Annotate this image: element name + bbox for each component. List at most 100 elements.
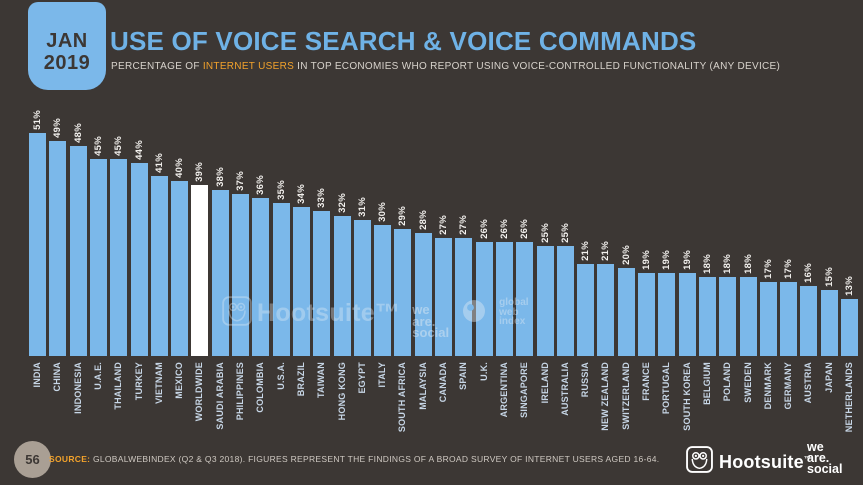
page-title: USE OF VOICE SEARCH & VOICE COMMANDS xyxy=(110,26,697,56)
was-line: are. xyxy=(807,451,830,465)
bar-value-label: 36% xyxy=(255,175,266,195)
bar-egypt xyxy=(354,220,371,356)
date-badge-year: 2019 xyxy=(43,52,91,74)
subtitle-suffix: IN TOP ECONOMIES WHO REPORT USING VOICE-… xyxy=(294,61,781,72)
date-badge-month: JAN xyxy=(46,30,88,52)
bar-taiwan xyxy=(313,211,330,356)
bar-value-label: 13% xyxy=(844,276,855,296)
bar-value-label: 31% xyxy=(357,197,368,217)
subtitle-prefix: PERCENTAGE OF xyxy=(111,61,203,72)
category-label: HONG KONG xyxy=(337,362,347,421)
bar-value-label: 51% xyxy=(32,110,43,130)
bar-value-label: 15% xyxy=(824,267,835,287)
category-label: MEXICO xyxy=(174,362,184,399)
category-label: AUSTRALIA xyxy=(560,362,570,416)
bar-portugal xyxy=(658,273,675,356)
category-label: INDIA xyxy=(32,362,42,388)
bar-value-label: 18% xyxy=(743,254,754,274)
bar-malaysia xyxy=(415,233,432,356)
category-label: SAUDI ARABIA xyxy=(215,362,225,430)
category-label: ITALY xyxy=(377,362,387,388)
category-label: BRAZIL xyxy=(296,362,306,397)
category-label: WORLDWIDE xyxy=(194,362,204,422)
page-number-badge: 56 xyxy=(14,441,51,478)
bar-value-label: 38% xyxy=(215,167,226,187)
bar-value-label: 18% xyxy=(722,254,733,274)
category-label: AUSTRIA xyxy=(803,362,813,404)
bar-value-label: 28% xyxy=(418,210,429,230)
category-label: EGYPT xyxy=(357,362,367,394)
bar-value-label: 21% xyxy=(600,241,611,261)
category-label: POLAND xyxy=(722,362,732,402)
hootsuite-label: Hootsuite xyxy=(719,451,804,472)
hootsuite-owl-icon xyxy=(686,446,713,478)
bar-value-label: 17% xyxy=(783,259,794,279)
bar-philippines xyxy=(232,194,249,356)
bar-value-label: 25% xyxy=(540,223,551,243)
bar-canada xyxy=(435,238,452,356)
bar-value-label: 19% xyxy=(641,250,652,270)
bar-value-label: 41% xyxy=(154,153,165,173)
bar-value-label: 19% xyxy=(682,250,693,270)
category-label: U.A.E. xyxy=(93,362,103,390)
category-label: COLOMBIA xyxy=(255,362,265,413)
bar-value-label: 26% xyxy=(479,219,490,239)
category-label: U.K. xyxy=(479,362,489,381)
page-subtitle: PERCENTAGE OF INTERNET USERS IN TOP ECON… xyxy=(111,61,780,72)
category-label: U.S.A. xyxy=(276,362,286,390)
bar-value-label: 39% xyxy=(194,162,205,182)
bar-value-label: 25% xyxy=(560,223,571,243)
was-line: social xyxy=(807,462,843,476)
bar-south-korea xyxy=(679,273,696,356)
bar-value-label: 40% xyxy=(174,158,185,178)
we-are-social-logo: we are. social xyxy=(807,441,843,476)
bar-singapore xyxy=(516,242,533,356)
bar-value-label: 45% xyxy=(93,136,104,156)
category-label: FRANCE xyxy=(641,362,651,401)
bar-value-label: 26% xyxy=(519,219,530,239)
page-number: 56 xyxy=(25,452,40,467)
bar-colombia xyxy=(252,198,269,356)
bar-value-label: 27% xyxy=(438,215,449,235)
category-label: SINGAPORE xyxy=(519,362,529,418)
bar-value-label: 48% xyxy=(73,123,84,143)
bar-value-label: 33% xyxy=(316,188,327,208)
bar-value-label: 44% xyxy=(134,140,145,160)
bar-value-label: 49% xyxy=(52,118,63,138)
bar-saudi-arabia xyxy=(212,190,229,356)
bar-indonesia xyxy=(70,146,87,356)
hootsuite-wordmark: Hootsuite™ xyxy=(719,452,811,473)
bar-value-label: 29% xyxy=(397,206,408,226)
category-label: INDONESIA xyxy=(73,362,83,414)
bar-argentina xyxy=(496,242,513,356)
bar-spain xyxy=(455,238,472,356)
bar-turkey xyxy=(131,163,148,356)
bar-worldwide xyxy=(191,185,208,356)
source-note: SOURCE: GLOBALWEBINDEX (Q2 & Q3 2018). F… xyxy=(49,454,659,464)
hootsuite-logo: Hootsuite™ xyxy=(686,446,811,478)
bar-value-label: 17% xyxy=(763,259,774,279)
category-label: SOUTH KOREA xyxy=(682,362,692,431)
category-label: TAIWAN xyxy=(316,362,326,399)
bar-japan xyxy=(821,290,838,356)
bar-vietnam xyxy=(151,176,168,356)
category-label: NEW ZEALAND xyxy=(600,362,610,431)
bar-u-a-e- xyxy=(90,159,107,356)
category-label: SWITZERLAND xyxy=(621,362,631,430)
category-label: CHINA xyxy=(52,362,62,392)
bar-south-africa xyxy=(394,229,411,356)
category-label: THAILAND xyxy=(113,362,123,410)
bar-value-label: 21% xyxy=(580,241,591,261)
category-axis: INDIA CHINA INDONESIA U.A.E. THAILAND TURKEY V… xyxy=(29,362,862,440)
bar-germany xyxy=(780,282,797,356)
bar-hong-kong xyxy=(334,216,351,356)
bar-austria xyxy=(800,286,817,356)
subtitle-highlight: INTERNET USERS xyxy=(202,61,295,72)
bar-value-label: 45% xyxy=(113,136,124,156)
bar-brazil xyxy=(293,207,310,356)
bar-ireland xyxy=(537,246,554,356)
category-label: MALAYSIA xyxy=(418,362,428,410)
category-label: GERMANY xyxy=(783,362,793,410)
bar-u-s-a- xyxy=(273,203,290,356)
